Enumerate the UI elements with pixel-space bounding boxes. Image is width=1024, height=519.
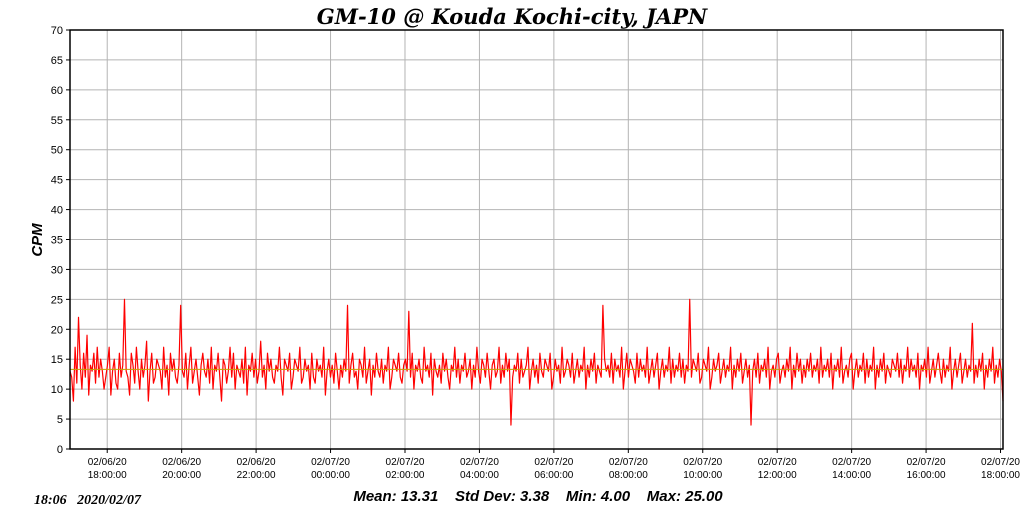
x-tick-date: 02/07/20 bbox=[609, 457, 648, 468]
cpm-series-line bbox=[69, 298, 1004, 426]
x-tick-time: 16:00:00 bbox=[907, 470, 946, 481]
y-tick-label: 30 bbox=[51, 264, 63, 276]
x-tick-date: 02/07/20 bbox=[907, 457, 946, 468]
y-tick-label: 10 bbox=[51, 384, 63, 396]
y-tick-label: 40 bbox=[51, 205, 63, 217]
x-tick-date: 02/07/20 bbox=[534, 457, 573, 468]
chart-title: GM-10 @ Kouda Kochi-city, JAPN bbox=[317, 4, 708, 29]
y-tick-label: 5 bbox=[57, 414, 63, 426]
grid bbox=[70, 30, 1003, 449]
y-tick-label: 60 bbox=[51, 85, 63, 97]
y-tick-label: 45 bbox=[51, 175, 63, 187]
x-tick-date: 02/07/20 bbox=[832, 457, 871, 468]
x-tick-time: 12:00:00 bbox=[758, 470, 797, 481]
x-tick-date: 02/06/20 bbox=[237, 457, 276, 468]
plot-area bbox=[69, 29, 1004, 450]
y-tick-label: 25 bbox=[51, 294, 63, 306]
x-tick-date: 02/06/20 bbox=[88, 457, 127, 468]
x-tick-time: 06:00:00 bbox=[534, 470, 573, 481]
x-tick-time: 22:00:00 bbox=[237, 470, 276, 481]
y-tick-label: 0 bbox=[57, 444, 63, 456]
x-tick-date: 02/07/20 bbox=[758, 457, 797, 468]
plot-frame bbox=[69, 29, 1004, 450]
x-tick-time: 18:00:00 bbox=[981, 470, 1020, 481]
x-tick-time: 04:00:00 bbox=[460, 470, 499, 481]
y-tick-label: 50 bbox=[51, 145, 63, 157]
x-tick-time: 10:00:00 bbox=[683, 470, 722, 481]
x-tick-date: 02/07/20 bbox=[683, 457, 722, 468]
x-tick-time: 02:00:00 bbox=[386, 470, 425, 481]
summary-stats: Mean: 13.31 Std Dev: 3.38 Min: 4.00 Max:… bbox=[353, 488, 723, 505]
x-tick-time: 18:00:00 bbox=[88, 470, 127, 481]
x-tick-date: 02/07/20 bbox=[386, 457, 425, 468]
y-tick-label: 55 bbox=[51, 115, 63, 127]
x-tick-date: 02/07/20 bbox=[311, 457, 350, 468]
y-axis-label: CPM bbox=[29, 223, 46, 257]
x-tick-time: 00:00:00 bbox=[311, 470, 350, 481]
x-tick-time: 20:00:00 bbox=[162, 470, 201, 481]
x-tick-time: 14:00:00 bbox=[832, 470, 871, 481]
y-tick-label: 15 bbox=[51, 354, 63, 366]
y-tick-label: 65 bbox=[51, 55, 63, 67]
x-tick-time: 08:00:00 bbox=[609, 470, 648, 481]
y-tick-label: 35 bbox=[51, 235, 63, 247]
y-axis: 0 5 10 15 20 25 30 35 40 45 50 55 60 65 70 bbox=[51, 25, 70, 456]
x-tick-date: 02/07/20 bbox=[981, 457, 1020, 468]
y-tick-label: 20 bbox=[51, 324, 63, 336]
x-tick-date: 02/07/20 bbox=[460, 457, 499, 468]
timestamp: 18:06 2020/02/07 bbox=[34, 493, 142, 508]
x-axis: 02/06/20 18:00:00 02/06/20 20:00:00 02/06/20… bbox=[88, 449, 1020, 481]
y-tick-label: 70 bbox=[51, 25, 63, 37]
x-tick-date: 02/06/20 bbox=[162, 457, 201, 468]
